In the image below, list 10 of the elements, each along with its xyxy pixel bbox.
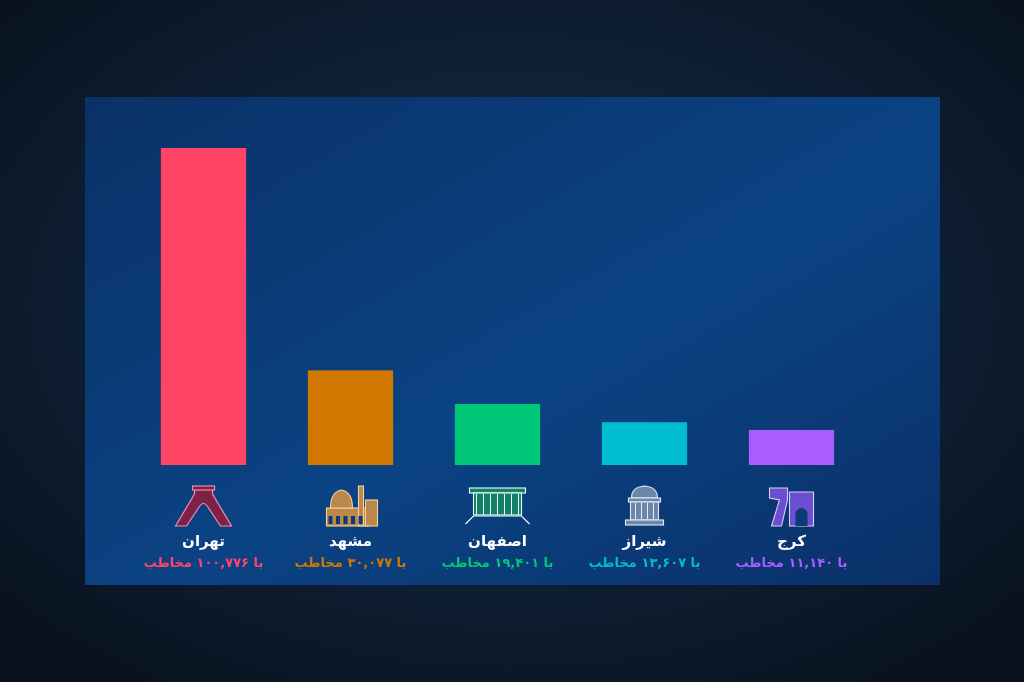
data-label: با ۱۳,۶۰۷ مخاطب — [588, 555, 701, 570]
x-tick-label: مشهد — [328, 532, 373, 550]
x-tick-label: کرج — [777, 532, 807, 550]
x-tick-label: اصفهان — [468, 532, 527, 550]
x-tick-label: شیراز — [621, 532, 667, 550]
x-tick-label: تهران — [182, 532, 225, 550]
data-label: با ۱۱,۱۴۰ مخاطب — [735, 555, 848, 570]
data-label: با ۱۰۰,۷۷۶ مخاطب — [143, 555, 264, 570]
data-label: با ۱۹,۴۰۱ مخاطب — [441, 555, 554, 570]
data-label: با ۳۰,۰۷۷ مخاطب — [294, 555, 407, 570]
